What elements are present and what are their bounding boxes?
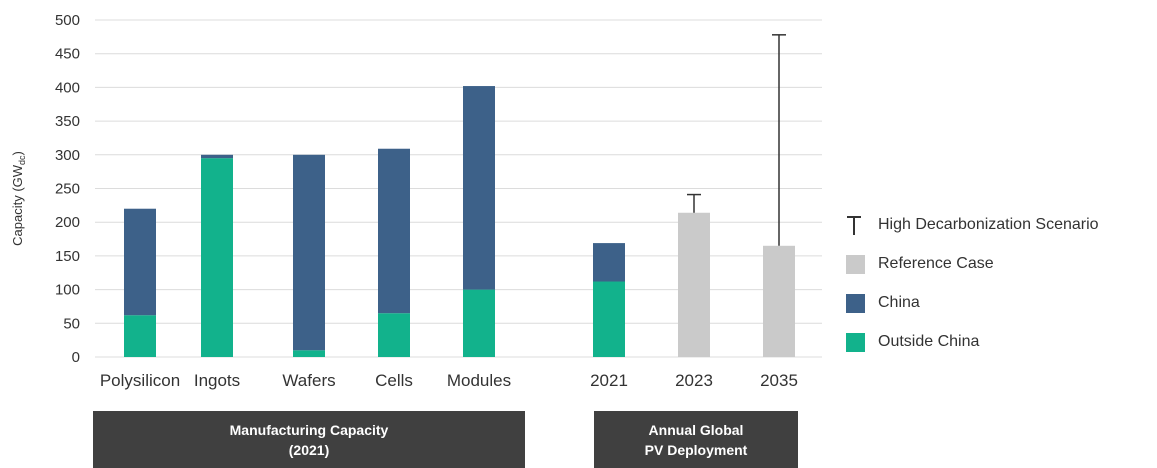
y-tick-label-150: 150: [55, 248, 80, 265]
bar-2021-outside-china: [593, 281, 625, 357]
bar-ingots-outside-china: [201, 158, 233, 357]
legend-item-reference-case: Reference Case: [843, 251, 994, 277]
group-label-deployment-line1: Annual Global: [648, 421, 744, 438]
errorbar-icon: [847, 216, 861, 235]
y-tick-label-400: 400: [55, 79, 80, 96]
y-axis-label-subscript: dc: [17, 155, 27, 165]
y-tick-label-500: 500: [55, 12, 80, 29]
bar-ingots-china: [201, 154, 233, 159]
y-axis-label: Capacity (GWdc): [10, 151, 27, 246]
x-tick-label-wafers: Wafers: [282, 371, 335, 390]
legend-label-outside-china: Outside China: [878, 333, 980, 350]
y-tick-label-250: 250: [55, 181, 80, 198]
x-tick-label-ingots: Ingots: [194, 371, 240, 390]
y-axis-label-close: ): [10, 151, 25, 155]
bar-modules-outside-china: [463, 289, 495, 357]
x-tick-label-2035: 2035: [760, 371, 798, 390]
x-tick-label-modules: Modules: [447, 371, 511, 390]
y-tick-label-300: 300: [55, 147, 80, 164]
bar-polysilicon-china: [124, 208, 156, 316]
y-tick-label-50: 50: [63, 315, 80, 332]
y-tick-label-100: 100: [55, 282, 80, 299]
x-tick-label-2021: 2021: [590, 371, 628, 390]
group-label-manufacturing-line1: Manufacturing Capacity: [229, 421, 389, 438]
bar-wafers-china: [293, 154, 325, 351]
bar-modules-china: [463, 86, 495, 290]
legend-item-china: China: [843, 290, 920, 316]
group-label-manufacturing: Manufacturing Capacity (2021): [93, 411, 525, 468]
bar-polysilicon-outside-china: [124, 315, 156, 357]
legend-label-reference-case: Reference Case: [878, 255, 994, 272]
bar-2035-reference-case: [763, 245, 795, 357]
legend-swatch-reference-case: [846, 254, 865, 274]
bar-wafers-outside-china: [293, 350, 325, 357]
x-tick-label-polysilicon: Polysilicon: [100, 371, 180, 390]
y-tick-label-350: 350: [55, 113, 80, 130]
legend-swatch-outside-china: [846, 332, 865, 352]
bar-cells-outside-china: [378, 313, 410, 357]
legend-item-high-decarbonization: High Decarbonization Scenario: [843, 212, 1099, 238]
group-label-deployment-line2: PV Deployment: [644, 441, 748, 458]
y-tick-label-200: 200: [55, 214, 80, 231]
group-label-deployment: Annual Global PV Deployment: [594, 411, 798, 468]
group-label-manufacturing-line2: (2021): [288, 441, 330, 458]
y-axis-label-main: Capacity (GW: [10, 164, 25, 246]
legend-label-china: China: [878, 294, 920, 311]
x-tick-label-2023: 2023: [675, 371, 713, 390]
x-tick-label-cells: Cells: [375, 371, 413, 390]
y-tick-label-0: 0: [72, 349, 80, 366]
bar-2023-reference-case: [678, 212, 710, 357]
y-tick-label-450: 450: [55, 46, 80, 63]
legend-item-outside-china: Outside China: [843, 329, 979, 355]
bar-cells-china: [378, 148, 410, 314]
legend-label-high-decarbonization: High Decarbonization Scenario: [878, 216, 1099, 233]
legend-swatch-china: [846, 293, 865, 313]
bar-2021-china: [593, 243, 625, 282]
